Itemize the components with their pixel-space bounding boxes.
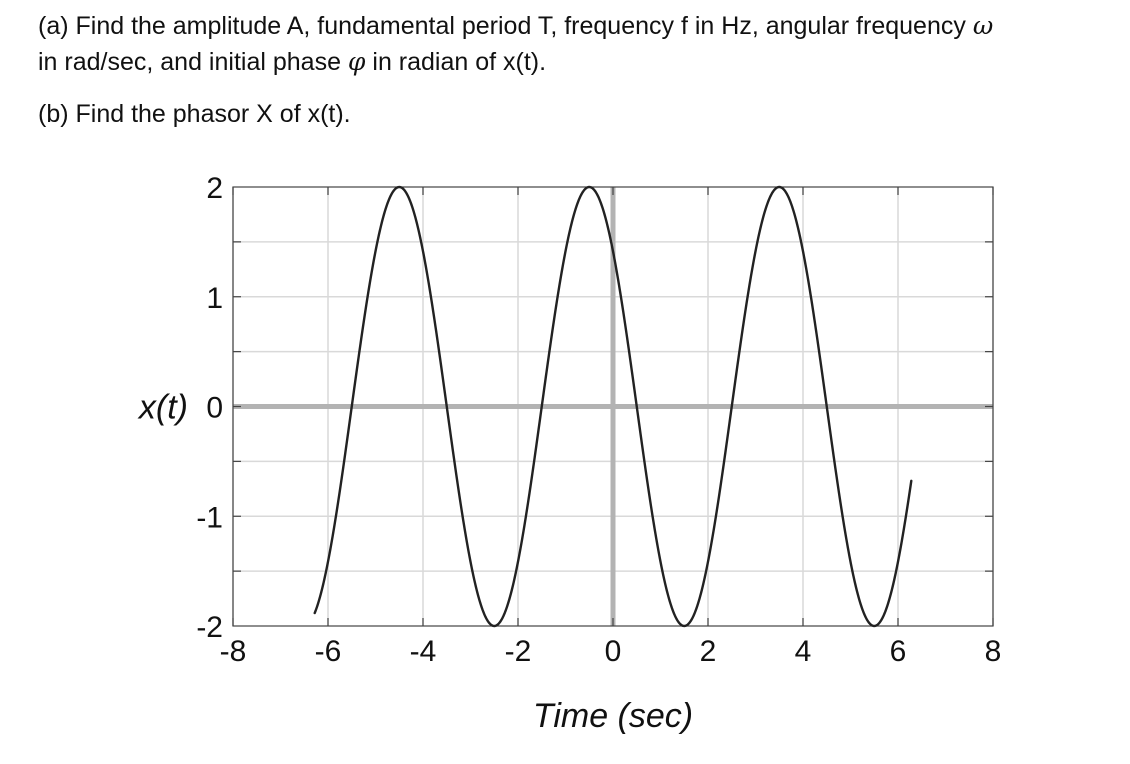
y-tick-label: 0 <box>206 392 223 425</box>
x-tick-label: 0 <box>605 635 622 668</box>
question-a: (a) Find the amplitude A, fundamental pe… <box>38 8 1118 80</box>
question-a-mid: in rad/sec, and initial phase <box>38 48 341 76</box>
signal-line <box>313 185 913 628</box>
x-tick-label: 2 <box>700 635 717 668</box>
tick-marks <box>232 187 994 626</box>
x-tick-labels: -8 -6 -4 -2 0 2 4 6 8 <box>220 635 1002 668</box>
y-tick-label: -1 <box>196 501 223 534</box>
x-tick-label: 6 <box>890 635 907 668</box>
question-b: (b) Find the phasor X of x(t). <box>38 100 351 128</box>
question-a-suffix: in radian of x(t). <box>372 48 547 76</box>
x-tick-label: 4 <box>795 635 812 668</box>
y-tick-labels: -2 -1 0 1 2 <box>196 172 223 644</box>
phi-symbol: φ <box>347 47 366 76</box>
x-tick-label: -2 <box>505 635 532 668</box>
sinusoid-chart: -8 -6 -4 -2 0 2 4 6 8 -2 -1 0 1 2 Time (sec) x(t) <box>137 172 1002 735</box>
y-tick-label: 1 <box>206 282 223 315</box>
y-axis-title: x(t) <box>137 389 188 427</box>
x-tick-label: -8 <box>220 635 247 668</box>
omega-symbol: ω <box>972 11 994 40</box>
zero-lines <box>233 187 993 626</box>
x-tick-label: -6 <box>315 635 342 668</box>
x-tick-label: 8 <box>985 635 1002 668</box>
y-tick-label: 2 <box>206 172 223 205</box>
x-tick-label: -4 <box>410 635 437 668</box>
x-axis-title: Time (sec) <box>533 697 693 735</box>
y-tick-label: -2 <box>196 611 223 644</box>
question-a-prefix: (a) Find the amplitude A, fundamental pe… <box>38 12 966 40</box>
